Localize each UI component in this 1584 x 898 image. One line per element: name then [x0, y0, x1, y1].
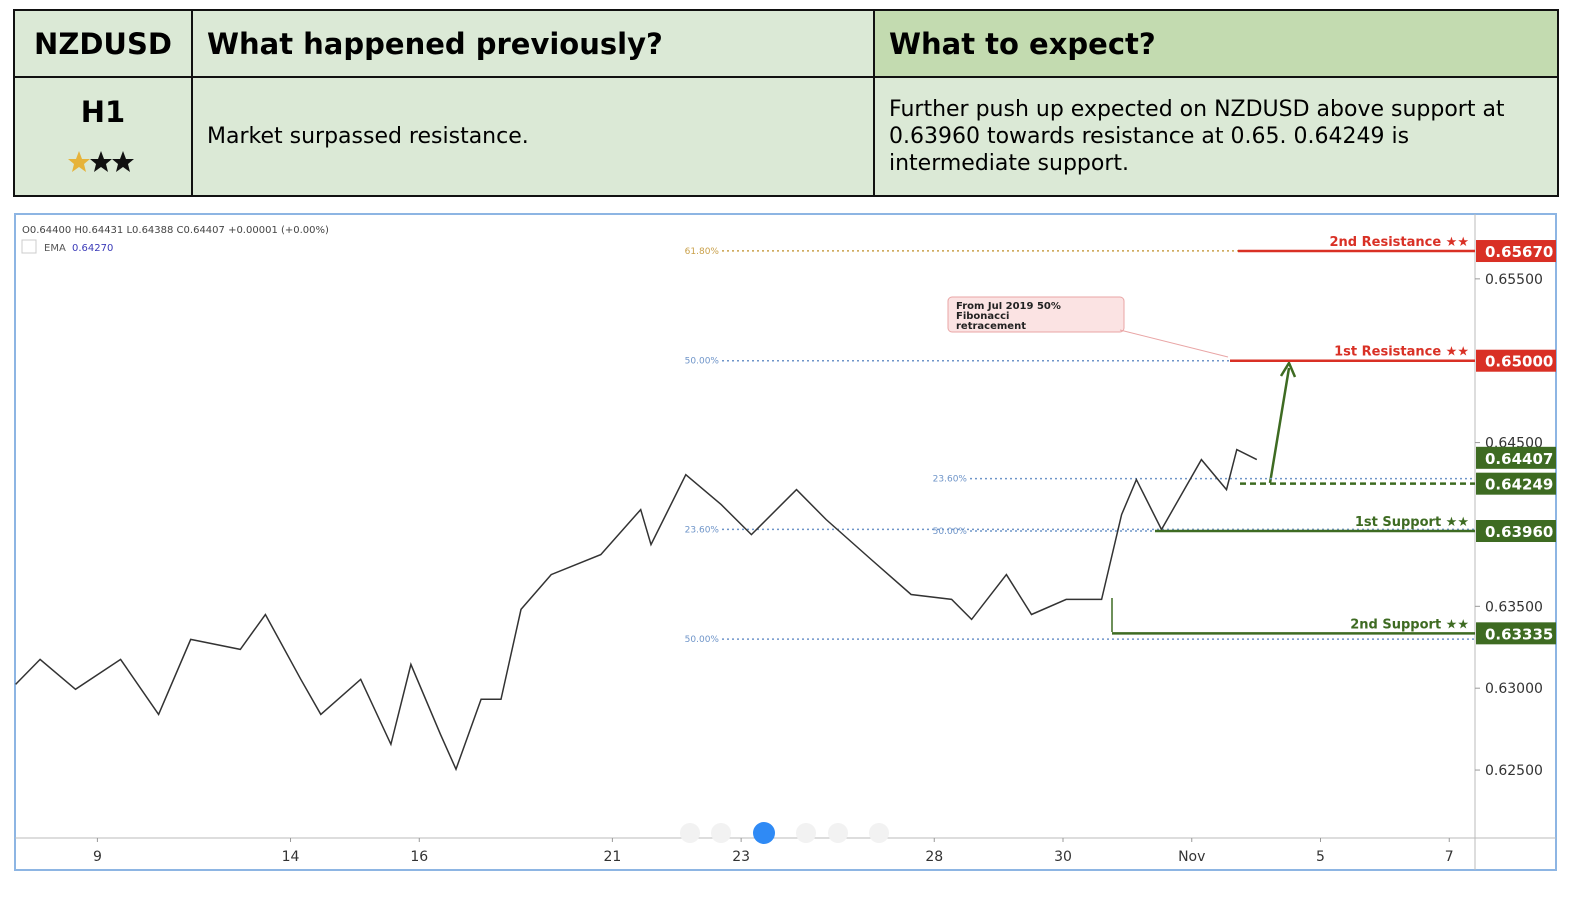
level-tag	[1476, 349, 1556, 372]
x-tick-label: 5	[1316, 849, 1325, 865]
col-expect: What to expect?	[873, 9, 1559, 78]
zoom-out[interactable]	[680, 823, 700, 843]
level-tag-label: 0.65670	[1485, 243, 1553, 261]
level-tag	[1476, 520, 1556, 543]
y-tick-label: 0.63500	[1485, 599, 1543, 615]
level-name: 2nd Resistance ★★	[1330, 235, 1470, 250]
col-previous: What happened previously?	[191, 9, 875, 78]
x-tick-label: 9	[93, 849, 102, 865]
timeframe: H1	[80, 94, 126, 129]
fit[interactable]	[753, 822, 775, 844]
level-name: 1st Resistance ★★	[1334, 345, 1469, 360]
fib-label: 23.60%	[685, 525, 720, 535]
zoom-in[interactable]	[711, 823, 731, 843]
level-tag-label: 0.63335	[1485, 625, 1553, 643]
ohlc: O0.64400 H0.64431 L0.64388 C0.64407 +0.0…	[22, 225, 329, 236]
expect: Further push up expected on NZDUSD above…	[873, 76, 1559, 197]
ema-name: EMA	[44, 243, 66, 254]
annotation-pointer	[1119, 329, 1229, 358]
x-tick-label: Nov	[1178, 849, 1205, 865]
level-tag	[1476, 622, 1556, 645]
x-tick-label: 28	[925, 849, 943, 865]
level-name: 1st Support ★★	[1355, 515, 1469, 530]
ema-value: 0.64270	[72, 243, 113, 254]
star	[112, 150, 134, 172]
x-tick-label: 16	[410, 849, 428, 865]
price-tag-label: 0.64407	[1485, 450, 1553, 468]
price-tag	[1476, 446, 1556, 469]
star	[90, 150, 112, 172]
x-tick-label: 23	[732, 849, 750, 865]
x-tick-label: 14	[282, 849, 300, 865]
arrow-head	[1279, 360, 1297, 378]
y-tick-label: 0.63000	[1485, 681, 1543, 697]
x-tick-label: 7	[1445, 849, 1454, 865]
annotation-box	[947, 296, 1125, 333]
annotation: From Jul 2019 50% Fibonacci retracement	[956, 302, 1061, 332]
chart-frame	[14, 213, 1557, 871]
fib-label: 23.60%	[933, 475, 968, 485]
star	[68, 150, 90, 172]
fib-label: 50.00%	[685, 635, 720, 645]
reset[interactable]	[869, 823, 889, 843]
price-tag-label: 0.64249	[1485, 476, 1553, 494]
scroll-right[interactable]	[828, 823, 848, 843]
fib-label: 50.00%	[933, 527, 968, 537]
fib-label: 61.80%	[685, 247, 720, 257]
pair: NZDUSD	[13, 9, 193, 78]
y-tick-label: 0.62500	[1485, 763, 1543, 779]
level-name: 2nd Support ★★	[1350, 617, 1469, 632]
price-tag	[1476, 472, 1556, 495]
scroll-left[interactable]	[796, 823, 816, 843]
stars	[68, 150, 134, 172]
x-tick-label: 30	[1054, 849, 1072, 865]
annotation-wrap: From Jul 2019 50% Fibonacci retracement	[956, 302, 1061, 332]
x-tick-label: 21	[603, 849, 621, 865]
timeframe-cell: H1	[13, 76, 193, 197]
y-tick-label: 0.64500	[1485, 436, 1543, 452]
arrow	[1268, 367, 1291, 484]
toolbar	[680, 822, 889, 844]
level-tag-label: 0.65000	[1485, 353, 1553, 371]
collapse-btn	[21, 239, 37, 254]
level-tag	[1476, 240, 1556, 263]
level-tag-label: 0.63960	[1485, 523, 1553, 541]
price-line	[15, 448, 1258, 772]
previous: Market surpassed resistance.	[191, 76, 875, 197]
fib-label: 50.00%	[685, 357, 720, 367]
y-tick-label: 0.65500	[1485, 272, 1543, 288]
